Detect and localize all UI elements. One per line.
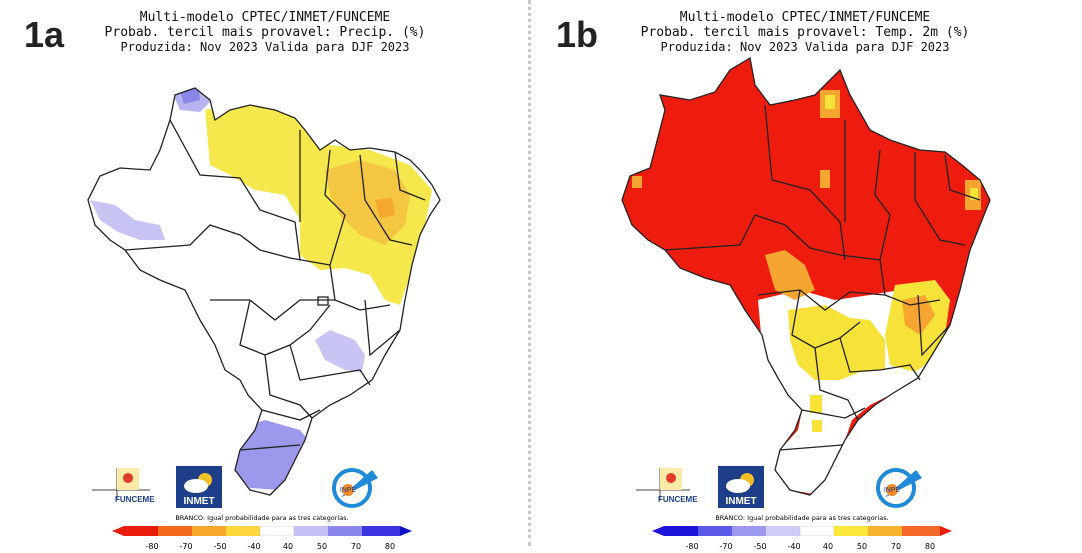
state-borders xyxy=(621,56,991,496)
map-header: Multi-modelo CPTEC/INMET/FUNCEME Probab.… xyxy=(90,10,440,55)
funceme-logo: FUNCEME xyxy=(92,468,155,504)
colorbar-gradient xyxy=(112,525,412,537)
svg-text:INPE: INPE xyxy=(340,487,357,494)
colorbar: BRANCO: Igual probabilidade para as tres… xyxy=(652,514,952,553)
inpe-logo: INPE xyxy=(332,468,378,508)
temp-mild-region xyxy=(788,305,885,380)
header-line-1: Multi-modelo CPTEC/INMET/FUNCEME xyxy=(679,10,931,25)
panel-divider xyxy=(528,0,531,546)
colorbar-note: BRANCO: Igual probabilidade para as tres… xyxy=(175,514,349,522)
precip-strong-below-region xyxy=(325,160,410,245)
header-line-3: Produzida: Nov 2023 Valida para DJF 2023 xyxy=(660,40,950,54)
panel-temperature: 1b Multi-modelo CPTEC/INMET/FUNCEME Prob… xyxy=(540,0,1060,551)
brazil-precip-map: FUNCEME INMET INPE xyxy=(87,87,441,508)
svg-text:INPE: INPE xyxy=(884,487,901,494)
precip-above-roraima xyxy=(168,88,212,112)
colorbar-ticks: -80 -70 -50 -40 40 50 70 80 xyxy=(685,542,936,551)
precip-below-region xyxy=(205,100,432,305)
precip-above-south xyxy=(232,420,312,490)
inmet-logo: INMET xyxy=(176,466,222,508)
colorbar-ticks: -80 -70 -50 -40 40 50 70 80 xyxy=(145,542,396,551)
inmet-logo: INMET xyxy=(718,466,764,508)
temp-warm-region xyxy=(765,250,815,300)
colorbar-note: BRANCO: Igual probabilidade para as tres… xyxy=(715,514,889,522)
header-line-2: Probab. tercil mais provavel: Temp. 2m (… xyxy=(640,25,970,40)
panel-label: 1b xyxy=(556,14,599,55)
svg-text:INMET: INMET xyxy=(183,496,214,507)
header-line-1: Multi-modelo CPTEC/INMET/FUNCEME xyxy=(139,10,391,25)
colorbar-gradient xyxy=(652,525,952,537)
precip-above-goias xyxy=(315,330,365,372)
header-line-3: Produzida: Nov 2023 Valida para DJF 2023 xyxy=(120,40,410,54)
brazil-temp-map: FUNCEME INMET INPE xyxy=(621,56,991,508)
funceme-logo: FUNCEME xyxy=(636,468,698,504)
panel-precipitation: 1a Multi-modelo CPTEC/INMET/FUNCEME Prob… xyxy=(0,0,520,551)
svg-text:FUNCEME: FUNCEME xyxy=(115,495,155,504)
colorbar: BRANCO: Igual probabilidade para as tres… xyxy=(112,514,412,553)
precip-above-west xyxy=(90,200,165,240)
panel-label: 1a xyxy=(24,14,65,55)
map-header: Multi-modelo CPTEC/INMET/FUNCEME Probab.… xyxy=(630,10,980,55)
inpe-logo: INPE xyxy=(876,468,922,508)
header-line-2: Probab. tercil mais provavel: Precip. (%… xyxy=(104,25,426,40)
svg-text:FUNCEME: FUNCEME xyxy=(658,495,698,504)
svg-text:INMET: INMET xyxy=(725,496,756,507)
state-borders xyxy=(87,87,441,496)
